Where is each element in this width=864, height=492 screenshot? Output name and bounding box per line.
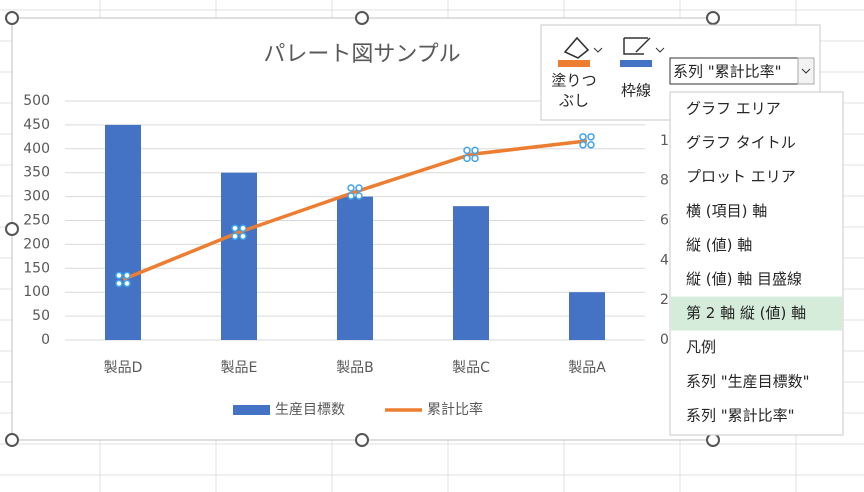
resize-handle[interactable]	[355, 11, 369, 25]
point-handle[interactable]	[579, 133, 587, 141]
point-handle[interactable]	[579, 141, 587, 149]
y-tick-label: 250	[23, 213, 50, 229]
point-handle[interactable]	[355, 192, 363, 200]
resize-handle[interactable]	[706, 433, 720, 447]
y-tick-label: 100	[23, 284, 50, 300]
dropdown-item[interactable]: 縦 (値) 軸	[686, 236, 752, 254]
item-highlight	[671, 296, 842, 331]
point-handle[interactable]	[347, 192, 355, 200]
chevron	[801, 68, 811, 74]
point-handle[interactable]	[115, 279, 123, 288]
dropdown-item[interactable]: グラフ タイトル	[686, 134, 796, 152]
x-tick-label: 製品B	[336, 360, 374, 376]
point-handle[interactable]	[231, 224, 239, 233]
x-tick-label: 製品E	[221, 360, 258, 376]
selector-text[interactable]: 系列 "累計比率"	[673, 63, 782, 81]
dropdown-item[interactable]: プロット エリア	[686, 168, 796, 186]
resize-handle[interactable]	[5, 11, 19, 25]
y-tick-label: 350	[23, 165, 50, 181]
point-handle[interactable]	[463, 146, 471, 155]
bar	[221, 172, 257, 340]
dropdown-item[interactable]: 横 (項目) 軸	[686, 202, 767, 220]
outline-label[interactable]: 枠線	[621, 82, 651, 100]
bar	[569, 292, 605, 340]
resize-handle[interactable]	[5, 222, 19, 236]
dropdown-item[interactable]: 凡例	[686, 338, 716, 356]
resize-handle[interactable]	[355, 433, 369, 447]
point-handle[interactable]	[463, 154, 471, 163]
fill-label[interactable]: 塗りつ	[551, 72, 596, 90]
point-handle[interactable]	[123, 279, 131, 288]
point-handle[interactable]	[587, 133, 595, 141]
dropdown-item[interactable]: 系列 "累計比率"	[686, 406, 795, 424]
bar	[105, 124, 141, 341]
y-tick-label: 150	[23, 260, 50, 276]
resize-handle[interactable]	[706, 11, 720, 25]
fill-icon	[563, 36, 590, 59]
x-tick-label: 製品C	[452, 360, 490, 376]
selector-button[interactable]	[797, 57, 815, 85]
legend-label: 累計比率	[427, 401, 483, 418]
legend-label: 生産目標数	[275, 402, 345, 418]
y-tick-label: 50	[32, 308, 50, 324]
x-tick-label: 製品A	[568, 360, 606, 376]
dropdown-item[interactable]: グラフ エリア	[686, 100, 781, 118]
dropdown-item[interactable]: 第 2 軸 縦 (値) 軸	[686, 304, 806, 322]
dropdown-item[interactable]: 系列 "生産目標数"	[686, 372, 810, 390]
outline-icon	[623, 37, 651, 55]
bar	[453, 206, 489, 340]
legend-swatch	[233, 405, 270, 415]
point-handle[interactable]	[471, 154, 479, 163]
point-handle[interactable]	[231, 232, 239, 241]
point-handle[interactable]	[347, 184, 355, 192]
fill-label[interactable]: ぶし	[559, 92, 589, 110]
point-handle[interactable]	[239, 232, 247, 241]
line	[122, 139, 588, 282]
bar	[337, 196, 373, 340]
y-tick-label: 200	[23, 236, 50, 252]
point-handle[interactable]	[115, 271, 123, 280]
dropdown-box	[669, 91, 844, 436]
point-handle[interactable]	[239, 224, 247, 233]
y-tick-label: 0	[41, 332, 50, 348]
outline-swatch[interactable]	[620, 60, 652, 67]
chevron	[593, 47, 603, 53]
y-tick-label: 300	[23, 189, 50, 205]
point-handle[interactable]	[355, 184, 363, 192]
point-handle[interactable]	[471, 146, 479, 155]
chart-title: パレート図サンプル	[263, 42, 460, 67]
point-handle[interactable]	[123, 271, 131, 280]
y-tick-label: 450	[23, 117, 50, 133]
x-tick-label: 製品D	[104, 360, 143, 376]
y-tick-label: 500	[23, 93, 50, 109]
resize-handle[interactable]	[5, 433, 19, 447]
fill-swatch[interactable]	[558, 60, 590, 67]
y-tick-label: 400	[23, 141, 50, 157]
point-handle[interactable]	[587, 141, 595, 149]
dropdown-item[interactable]: 縦 (値) 軸 目盛線	[686, 270, 802, 288]
chevron	[655, 47, 665, 53]
